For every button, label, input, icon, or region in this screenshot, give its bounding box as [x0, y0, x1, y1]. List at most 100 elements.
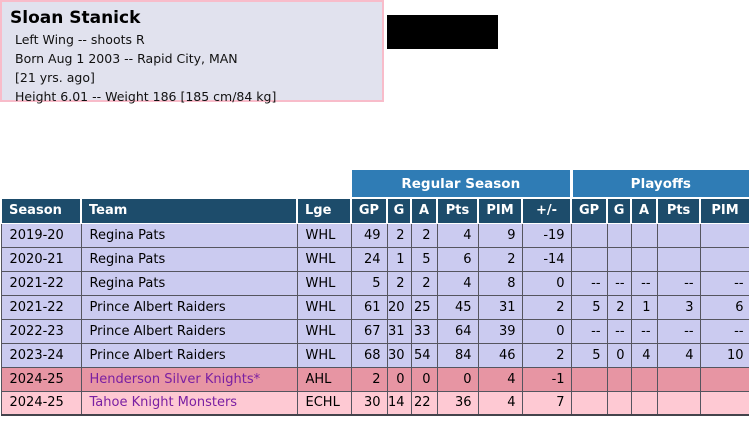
table-row: 2019-20 Regina Pats WHL 49 2 2 4 9 -19: [0, 222, 749, 248]
rs-pim-cell: 4: [477, 366, 523, 392]
column-header-po-pim: PIM: [699, 197, 749, 224]
rs-plusminus-cell: 2: [521, 342, 572, 368]
po-a-cell: --: [630, 270, 658, 296]
league-cell: WHL: [296, 294, 352, 320]
rs-a-cell: 2: [410, 270, 438, 296]
po-pim-cell: --: [699, 318, 749, 344]
table-row: 2024-25 Henderson Silver Knights* AHL 2 …: [0, 366, 749, 392]
rs-gp-cell: 2: [350, 366, 388, 392]
po-gp-cell: --: [570, 270, 608, 296]
rs-pts-cell: 4: [436, 270, 479, 296]
table-row: 2020-21 Regina Pats WHL 24 1 5 6 2 -14: [0, 246, 749, 272]
po-pim-cell: [699, 246, 749, 272]
rs-plusminus-cell: -1: [521, 366, 572, 392]
table-row: 2021-22 Prince Albert Raiders WHL 61 20 …: [0, 294, 749, 320]
team-cell: Tahoe Knight Monsters: [80, 390, 298, 416]
po-a-cell: 1: [630, 294, 658, 320]
rs-pts-cell: 64: [436, 318, 479, 344]
rs-a-cell: 5: [410, 246, 438, 272]
rs-plusminus-cell: 2: [521, 294, 572, 320]
po-a-cell: [630, 246, 658, 272]
team-cell: Prince Albert Raiders: [80, 318, 298, 344]
rs-gp-cell: 30: [350, 390, 388, 416]
team-cell: Regina Pats: [80, 246, 298, 272]
po-pts-cell: --: [656, 318, 701, 344]
league-cell: WHL: [296, 342, 352, 368]
column-header-rs-pim: PIM: [477, 197, 523, 224]
stats-table: Regular Season Playoffs Season Team Lge …: [0, 168, 749, 416]
column-header-season: Season: [0, 197, 82, 224]
po-pim-cell: 6: [699, 294, 749, 320]
season-cell: 2024-25: [0, 366, 82, 392]
po-g-cell: 0: [606, 342, 632, 368]
player-birth-line: Born Aug 1 2003 -- Rapid City, MAN: [15, 51, 238, 66]
po-gp-cell: 5: [570, 342, 608, 368]
rs-g-cell: 31: [386, 318, 412, 344]
rs-pts-cell: 0: [436, 366, 479, 392]
po-pim-cell: [699, 390, 749, 416]
team-link[interactable]: Tahoe Knight Monsters: [89, 395, 238, 411]
season-cell: 2024-25: [0, 390, 82, 416]
column-header-po-gp: GP: [570, 197, 609, 224]
player-details: Left Wing -- shoots R Born Aug 1 2003 --…: [15, 30, 374, 106]
season-cell: 2021-22: [0, 294, 82, 320]
rs-pts-cell: 6: [436, 246, 479, 272]
rs-gp-cell: 61: [350, 294, 388, 320]
po-a-cell: [630, 222, 658, 248]
po-gp-cell: 5: [570, 294, 608, 320]
season-cell: 2019-20: [0, 222, 82, 248]
column-header-rs-g: G: [386, 197, 412, 224]
rs-gp-cell: 67: [350, 318, 388, 344]
table-row: 2024-25 Tahoe Knight Monsters ECHL 30 14…: [0, 390, 749, 416]
player-position-line: Left Wing -- shoots R: [15, 32, 145, 47]
rs-gp-cell: 68: [350, 342, 388, 368]
po-pts-cell: 3: [656, 294, 701, 320]
season-cell: 2022-23: [0, 318, 82, 344]
po-g-cell: 2: [606, 294, 632, 320]
player-name: Sloan Stanick: [10, 8, 141, 28]
team-link[interactable]: Henderson Silver Knights*: [89, 371, 261, 387]
po-g-cell: [606, 222, 632, 248]
rs-pts-cell: 84: [436, 342, 479, 368]
po-a-cell: 4: [630, 342, 658, 368]
season-cell: 2020-21: [0, 246, 82, 272]
rs-gp-cell: 24: [350, 246, 388, 272]
league-cell: AHL: [296, 366, 352, 392]
po-g-cell: --: [606, 270, 632, 296]
rs-a-cell: 54: [410, 342, 438, 368]
po-pim-cell: [699, 366, 749, 392]
rs-a-cell: 33: [410, 318, 438, 344]
po-pts-cell: [656, 390, 701, 416]
team-cell: Prince Albert Raiders: [80, 294, 298, 320]
rs-pim-cell: 4: [477, 390, 523, 416]
po-g-cell: [606, 246, 632, 272]
player-age-line: [21 yrs. ago]: [15, 70, 95, 85]
group-header-blank: [1, 169, 351, 198]
po-gp-cell: [570, 390, 608, 416]
rs-g-cell: 14: [386, 390, 412, 416]
po-pim-cell: [699, 222, 749, 248]
po-pts-cell: [656, 366, 701, 392]
league-cell: WHL: [296, 270, 352, 296]
rs-g-cell: 0: [386, 366, 412, 392]
league-cell: WHL: [296, 318, 352, 344]
po-g-cell: [606, 390, 632, 416]
column-header-lge: Lge: [296, 197, 352, 224]
rs-pts-cell: 36: [436, 390, 479, 416]
po-pts-cell: [656, 222, 701, 248]
po-pts-cell: 4: [656, 342, 701, 368]
group-header-playoffs: Playoffs: [569, 168, 749, 199]
rs-pim-cell: 8: [477, 270, 523, 296]
po-pim-cell: --: [699, 270, 749, 296]
table-row: 2022-23 Prince Albert Raiders WHL 67 31 …: [0, 318, 749, 344]
group-header-regular-season: Regular Season: [349, 168, 573, 199]
team-cell: Prince Albert Raiders: [80, 342, 298, 368]
team-cell: Regina Pats: [80, 222, 298, 248]
stats-tbody: 2019-20 Regina Pats WHL 49 2 2 4 9 -19 2…: [0, 222, 749, 416]
po-pim-cell: 10: [699, 342, 749, 368]
group-header-row: Regular Season Playoffs: [1, 168, 749, 199]
column-header-po-pts: Pts: [656, 197, 702, 224]
po-a-cell: [630, 390, 658, 416]
table-row: 2021-22 Regina Pats WHL 5 2 2 4 8 0 -- -…: [0, 270, 749, 296]
rs-g-cell: 30: [386, 342, 412, 368]
